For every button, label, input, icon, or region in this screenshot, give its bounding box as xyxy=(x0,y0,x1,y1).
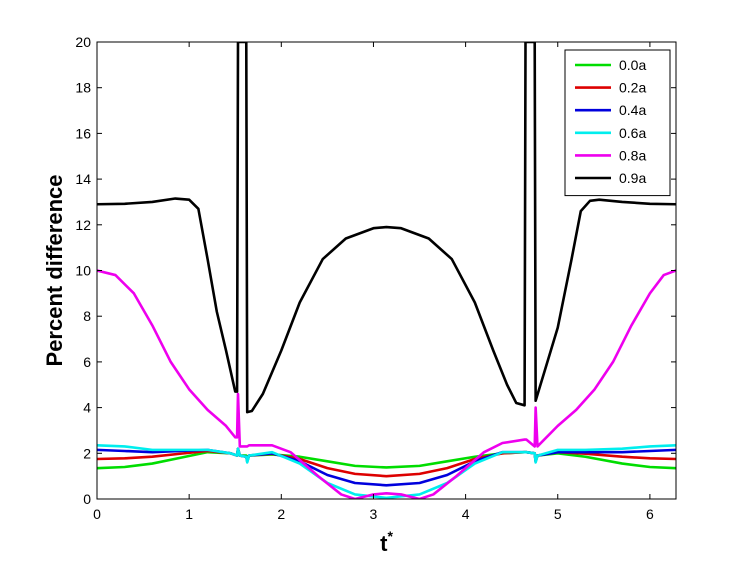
y-tick-label: 14 xyxy=(75,171,91,187)
y-tick-label: 8 xyxy=(83,308,91,324)
series-layer xyxy=(97,42,676,499)
y-axis-title: Percent difference xyxy=(42,175,67,367)
legend-label: 0.2a xyxy=(619,80,646,96)
legend: 0.0a 0.2a 0.4a 0.6a 0.8a 0.9a xyxy=(564,49,671,197)
legend-box xyxy=(564,49,671,197)
legend-label: 0.4a xyxy=(619,102,646,118)
y-tick-label: 6 xyxy=(83,354,91,370)
series-line-0-9a xyxy=(97,42,676,414)
legend-label: 0.6a xyxy=(619,125,646,141)
y-tick-label: 20 xyxy=(75,34,91,50)
x-tick-label: 2 xyxy=(277,506,285,522)
x-axis-title: t* xyxy=(380,528,393,556)
legend-label: 0.9a xyxy=(619,170,646,186)
series-line-0-6a xyxy=(97,444,676,499)
x-tick-label: 5 xyxy=(554,506,562,522)
x-tick-label: 0 xyxy=(93,506,101,522)
y-tick-label: 16 xyxy=(75,125,91,141)
x-tick-label: 3 xyxy=(370,506,378,522)
x-tick-label: 6 xyxy=(646,506,654,522)
y-tick-label: 10 xyxy=(75,263,91,279)
x-tick-label: 4 xyxy=(462,506,470,522)
x-tick-label: 1 xyxy=(185,506,193,522)
y-tick-label: 0 xyxy=(83,491,91,507)
y-tick-label: 18 xyxy=(75,80,91,96)
x-axis-title-text: t xyxy=(380,531,388,556)
legend-label: 0.0a xyxy=(619,57,646,73)
y-tick-label: 4 xyxy=(83,400,91,416)
x-axis-title-superscript: * xyxy=(387,528,393,544)
y-tick-label: 12 xyxy=(75,217,91,233)
y-tick-label: 2 xyxy=(83,445,91,461)
legend-label: 0.8a xyxy=(619,147,646,163)
